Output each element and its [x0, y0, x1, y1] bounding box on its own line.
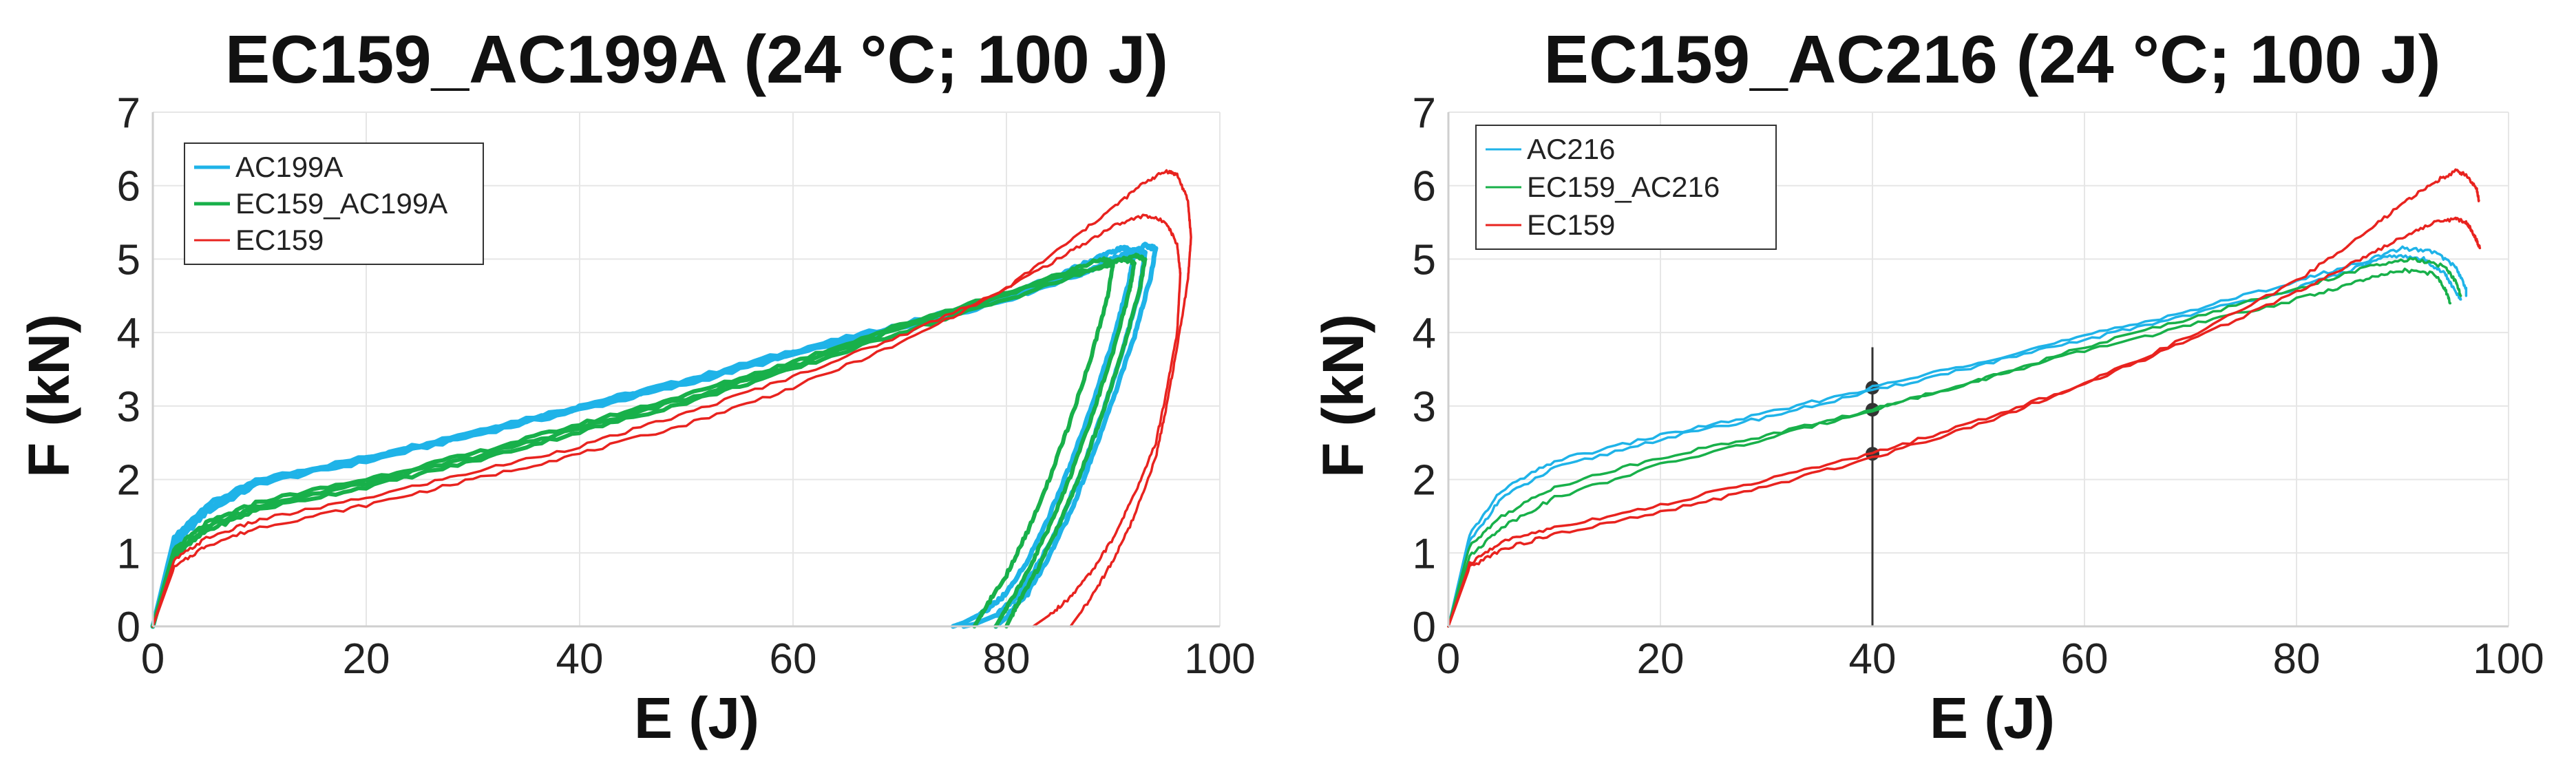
x-tick-label: 100: [2473, 635, 2544, 683]
y-axis-title: F (kN): [1311, 314, 1375, 478]
legend-box: [184, 142, 484, 265]
x-tick-label: 0: [141, 635, 165, 683]
x-tick-label: 20: [343, 635, 390, 683]
series-line-ec159-ac199a-3: [151, 253, 1148, 628]
tick-labels: 0 20 40 60 80 100 0 1 2 3 4 5 6 7: [1413, 89, 2544, 683]
series-line-ac216-1: [1447, 245, 2468, 628]
y-tick-label: 4: [1413, 310, 1436, 357]
x-tick-label: 40: [556, 635, 604, 683]
x-axis-title: E (J): [1930, 686, 2055, 750]
y-tick-label: 7: [117, 89, 140, 137]
chart-title: EC159_AC216 (24 °C; 100 J): [1544, 21, 2441, 97]
chart-ec159-ac199a: EC159_AC199A (24 °C; 100 J) 0 20 40 60 80 100…: [17, 21, 1256, 750]
tick-labels: 0 20 40 60 80 100 0 1 2 3 4 5 6 7: [117, 89, 1256, 683]
series-line-ac216-2: [1447, 254, 2462, 628]
y-tick-label: 3: [1413, 383, 1436, 431]
chart-title: EC159_AC199A (24 °C; 100 J): [225, 21, 1168, 97]
series-line-ec159-ac199a-2: [151, 255, 1137, 628]
y-tick-label: 1: [117, 530, 140, 578]
y-tick-label: 2: [1413, 457, 1436, 505]
y-tick-label: 2: [117, 457, 140, 505]
x-tick-label: 80: [983, 635, 1031, 683]
series-line-ec159-ac216-1: [1447, 267, 2452, 628]
legend-label-ac216: AC216: [1527, 133, 1615, 165]
y-tick-label: 6: [1413, 163, 1436, 211]
x-tick-label: 40: [1849, 635, 1897, 683]
series-line-ec159-ac199a-1: [151, 256, 1115, 628]
y-tick-label: 1: [1413, 530, 1436, 578]
y-tick-label: 3: [117, 383, 140, 431]
series-line-ec159-1: [151, 213, 1182, 628]
series-line-ec159-2: [1447, 168, 2480, 628]
legend-box: [1475, 125, 1777, 250]
y-axis-title: F (kN): [17, 314, 81, 478]
chart-ec159-ac216: EC159_AC216 (24 °C; 100 J) 0 20 40 60 80 1000…: [1311, 21, 2544, 750]
legend: AC216 EC159_AC216 EC159: [1475, 125, 1777, 250]
x-tick-label: 20: [1637, 635, 1685, 683]
grid: [1448, 112, 2509, 626]
y-tick-label: 0: [1413, 604, 1436, 651]
y-tick-label: 6: [117, 163, 140, 211]
x-tick-label: 100: [1184, 635, 1255, 683]
x-tick-label: 60: [770, 635, 817, 683]
series-layer: [1447, 168, 2482, 628]
x-tick-label: 0: [1437, 635, 1460, 683]
series-line-ec159-1: [1447, 216, 2482, 628]
y-tick-label: 0: [117, 604, 140, 651]
x-tick-label: 80: [2273, 635, 2321, 683]
series-line-ac199a-2: [150, 247, 1148, 629]
x-tick-label: 60: [2061, 635, 2109, 683]
axes: [151, 112, 1220, 628]
legend-label-ec159: EC159: [235, 224, 324, 256]
series-line-ec159-2: [151, 169, 1192, 628]
series-line-ec159-ac216-2: [1447, 257, 2462, 628]
series-layer: [150, 169, 1192, 629]
legend-label-ac199a: AC199A: [235, 151, 343, 183]
y-tick-label: 4: [117, 310, 140, 357]
legend-label-ec159: EC159: [1527, 209, 1615, 241]
legend-label-ec159-ac216: EC159_AC216: [1527, 171, 1720, 203]
y-tick-label: 7: [1413, 89, 1436, 137]
y-tick-label: 5: [117, 236, 140, 284]
axes: [1447, 112, 2509, 628]
y-tick-label: 5: [1413, 236, 1436, 284]
x-axis-title: E (J): [634, 686, 759, 750]
legend: AC199A EC159_AC199A EC159: [184, 142, 484, 265]
legend-label-ec159-ac199a: EC159_AC199A: [235, 187, 447, 220]
